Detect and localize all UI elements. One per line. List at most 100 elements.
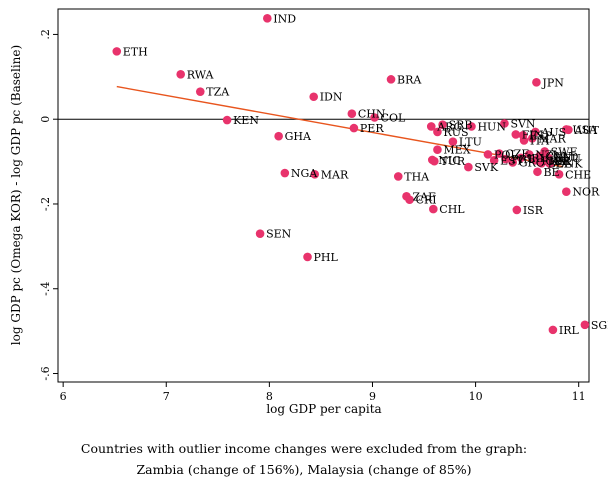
- data-point-per: [349, 123, 359, 133]
- data-point-grc: [508, 158, 518, 167]
- data-point-ltu: [448, 137, 458, 146]
- point-label-idn: IDN: [320, 91, 343, 104]
- point-label-mar: MAR: [321, 168, 349, 181]
- data-point-eth: [112, 47, 122, 56]
- point-label-irl: IRL: [559, 324, 580, 337]
- point-label-esp: ESP: [529, 129, 553, 142]
- point-label-zaf: ZAF: [413, 190, 437, 203]
- point-label-irl: IRL: [527, 152, 548, 165]
- x-tick-label: 9: [369, 390, 376, 403]
- point-label-can: CAN: [546, 150, 572, 163]
- plot-frame: [57, 8, 590, 383]
- point-label-jpn: JPN: [541, 76, 564, 89]
- data-point-mar: [527, 133, 537, 143]
- point-label-usa: USA: [572, 123, 598, 136]
- data-point-tha: [393, 172, 403, 181]
- point-label-bra: BRA: [397, 73, 422, 86]
- point-label-tur: TUR: [440, 155, 466, 168]
- point-label-ita: ITA: [530, 134, 550, 147]
- data-point-isl: [543, 156, 553, 166]
- x-tick-label: 11: [572, 390, 586, 403]
- point-label-ind: IND: [273, 12, 296, 25]
- data-point-sen: [255, 229, 265, 238]
- point-label-deu: DEU: [555, 152, 581, 165]
- point-label-est: EST: [500, 154, 524, 167]
- point-label-cze: CZE: [505, 148, 529, 161]
- data-point-rus: [433, 127, 442, 137]
- data-point-sgi: [580, 320, 590, 330]
- x-tick-label: 6: [60, 390, 67, 403]
- x-axis-title: log GDP per capita: [266, 402, 381, 416]
- point-label-be: BE: [543, 166, 559, 179]
- data-point-phl: [303, 252, 312, 262]
- data-point-est: [489, 156, 499, 165]
- point-label-che: CHE: [565, 168, 591, 181]
- point-label-tza: TZA: [206, 86, 230, 99]
- y-tick-label: -.6: [39, 366, 52, 380]
- point-label-svn: SVN: [510, 117, 535, 130]
- point-label-aut: AUT: [573, 124, 599, 137]
- data-point-pol: [483, 150, 493, 159]
- point-label-nga: NGA: [291, 167, 318, 180]
- point-label-hun: HUN: [477, 120, 506, 133]
- data-point-ken: [222, 115, 232, 125]
- point-label-aus: AUS: [540, 126, 566, 139]
- data-point-nzl: [524, 150, 534, 159]
- point-label-gha: GHA: [285, 130, 312, 143]
- y-tick-label: 0: [39, 116, 52, 123]
- y-axis-title: log GDP pc (Omega KOR) - log GDP pc (Bas…: [9, 45, 23, 345]
- point-label-chl: CHL: [439, 203, 465, 216]
- data-point-rwa: [176, 69, 185, 79]
- data-point-chn: [347, 109, 357, 118]
- data-point-fin: [511, 130, 521, 139]
- point-label-tha: THA: [404, 170, 430, 183]
- data-point-usa: [562, 125, 571, 134]
- point-label-pol: POL: [494, 148, 518, 161]
- point-label-rus: RUS: [443, 126, 468, 139]
- data-point-cze: [494, 149, 504, 158]
- data-point-jpn: [532, 78, 541, 87]
- data-point-chl: [429, 204, 438, 214]
- data-point-col: [370, 113, 379, 122]
- data-point-mar: [310, 170, 320, 179]
- point-label-gbr: GBR: [546, 155, 572, 168]
- point-label-fin: FIN: [522, 128, 544, 141]
- point-label-phl: PHL: [314, 251, 339, 264]
- point-label-prt: PRT: [511, 153, 534, 166]
- data-point-srb: [438, 120, 447, 130]
- point-label-mar: MAR: [538, 132, 566, 145]
- data-point-hun: [467, 122, 476, 131]
- data-point-arg: [426, 122, 436, 131]
- data-point-nor: [562, 187, 571, 196]
- point-label-dnk: DNK: [556, 158, 583, 171]
- y-tick-label: -.2: [39, 197, 52, 211]
- point-label-svk: SVK: [474, 161, 498, 174]
- data-point-idn: [309, 92, 319, 102]
- data-point-can: [535, 151, 544, 161]
- point-label-mex: MEX: [443, 144, 470, 157]
- scatter-plot: 6 7 8 9 10 11 -.6 -.4 -.2 0 .2 IND ETH RWA TZA BRA JPN I…: [9, 8, 608, 416]
- data-point-bra: [386, 75, 396, 84]
- data-point-prt: [501, 154, 510, 164]
- y-tick-label: .2: [39, 29, 52, 40]
- note-line-2: Zambia (change of 156%), Malaysia (chang…: [136, 462, 472, 477]
- point-label-nld: NLD: [553, 151, 579, 164]
- data-point-svn: [500, 119, 509, 128]
- point-label-isl: ISL: [554, 155, 574, 168]
- data-point-aus: [531, 127, 540, 137]
- point-label-sen: SEN: [266, 228, 292, 241]
- note-line-1: Countries with outlier income changes we…: [80, 441, 528, 456]
- point-label-cri: CRI: [416, 194, 437, 207]
- y-tick-label: -.4: [39, 282, 52, 296]
- data-point-be: [533, 167, 542, 177]
- data-point-irl: [548, 325, 558, 335]
- point-label-eth: ETH: [123, 45, 148, 58]
- point-label-sgi: SGI: [591, 319, 608, 332]
- point-label-chn: CHN: [358, 108, 386, 121]
- point-label-nic: NIC: [438, 154, 460, 167]
- point-label-swe: SWE: [551, 145, 578, 158]
- x-tick-label: 8: [266, 390, 273, 403]
- data-point-tza: [195, 87, 205, 96]
- data-point-svk: [464, 162, 473, 172]
